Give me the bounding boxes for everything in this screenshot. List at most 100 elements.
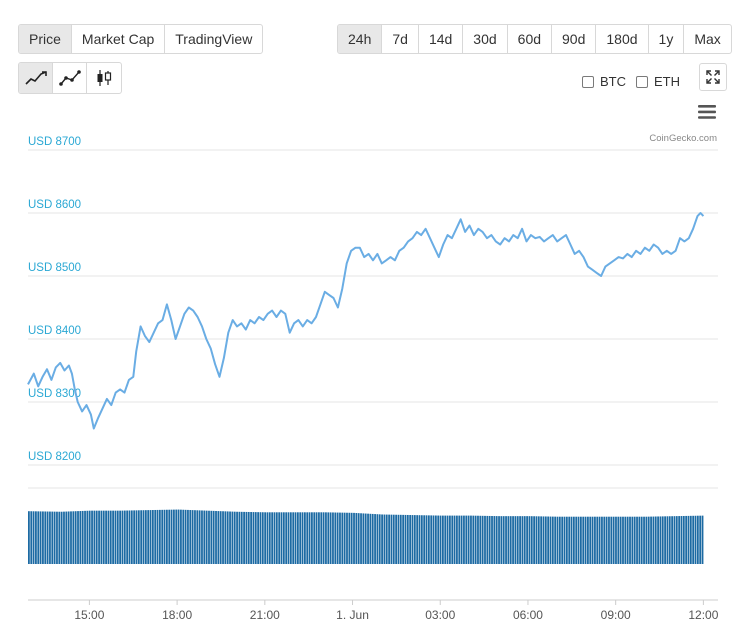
volume-bar [612, 516, 615, 564]
compare-btc-checkbox[interactable]: BTC [582, 74, 626, 89]
volume-bar [203, 510, 206, 564]
volume-bar [689, 515, 692, 564]
volume-bar [362, 513, 365, 564]
volume-bar [699, 515, 702, 564]
area-chart-button[interactable] [19, 63, 53, 93]
volume-bar [306, 512, 309, 564]
volume-bar [580, 516, 582, 564]
volume-bar [191, 510, 194, 564]
volume-bar [647, 516, 650, 564]
volume-bar [212, 510, 215, 564]
range-90d[interactable]: 90d [552, 25, 597, 53]
volume-bar [385, 514, 388, 564]
volume-bar [37, 511, 40, 564]
volume-bar [572, 516, 575, 564]
volume-bar [675, 516, 678, 564]
volume-bar [273, 512, 276, 564]
volume-bar [442, 515, 444, 564]
volume-bar [53, 511, 56, 564]
volume-bar [334, 512, 337, 564]
y-axis-labels: USD 8200 USD 8300 USD 8400 USD 8500 USD 8600… [28, 136, 81, 463]
volume-bar [102, 510, 105, 564]
volume-bar [587, 516, 589, 564]
volume-bar [261, 512, 264, 564]
volume-bar [491, 516, 493, 564]
volume-bar [275, 512, 278, 564]
volume-bar [404, 514, 407, 564]
range-max[interactable]: Max [694, 31, 721, 47]
volume-bar [444, 515, 447, 564]
volume-bar [287, 512, 290, 564]
volume-bar [158, 509, 161, 564]
volume-bar [666, 516, 669, 564]
volume-bar [357, 513, 360, 564]
volume-bar [278, 512, 281, 564]
volume-bar [453, 515, 456, 564]
volume-bar [133, 510, 136, 564]
volume-bar [189, 510, 192, 564]
volume-bar [383, 514, 386, 564]
compare-btc-label: BTC [600, 74, 626, 89]
volume-bar [680, 516, 683, 564]
volume-bar [463, 515, 465, 564]
volume-bar [671, 516, 674, 564]
volume-bar [95, 510, 98, 564]
tab-market-cap[interactable]: Market Cap [72, 25, 166, 53]
checkbox-box[interactable] [636, 75, 648, 88]
volume-bar [495, 516, 498, 564]
volume-bar [402, 514, 405, 564]
volume-bar [432, 515, 435, 564]
volume-bar [240, 511, 243, 564]
chart-menu-button[interactable] [697, 104, 717, 120]
tab-tradingview[interactable]: TradingView [175, 31, 253, 47]
volume-bar [659, 516, 662, 564]
volume-bar [51, 511, 54, 564]
volume-bar [575, 516, 578, 564]
volume-bar [540, 516, 543, 564]
range-1y[interactable]: 1y [649, 25, 685, 53]
volume-bar [231, 511, 234, 564]
volume-bar [367, 513, 369, 564]
volume-bar [549, 516, 552, 564]
candlestick-chart-button[interactable] [87, 63, 121, 93]
volume-bar [526, 516, 528, 564]
volume-bar [416, 515, 419, 564]
volume-bar [430, 515, 433, 564]
range-24h[interactable]: 24h [338, 25, 383, 53]
volume-bar [474, 515, 477, 564]
compare-eth-checkbox[interactable]: ETH [636, 74, 680, 89]
volume-bar [516, 516, 519, 564]
volume-bar [493, 516, 496, 564]
volume-bar [500, 516, 503, 564]
volume-bar [81, 510, 84, 564]
range-7d[interactable]: 7d [382, 25, 419, 53]
volume-bar [374, 514, 376, 564]
volume-bar [582, 516, 585, 564]
fullscreen-button[interactable] [699, 63, 727, 91]
range-60d[interactable]: 60d [508, 25, 553, 53]
volume-bar [259, 512, 262, 564]
x-tick-label: 12:00 [688, 608, 718, 622]
range-30d[interactable]: 30d [463, 25, 508, 53]
volume-bar [70, 511, 72, 564]
expand-icon [706, 70, 720, 84]
range-180d[interactable]: 180d [596, 25, 649, 53]
checkbox-box[interactable] [582, 75, 594, 88]
volume-bar [423, 515, 426, 564]
volume-bar [477, 515, 479, 564]
volume-bar [645, 516, 648, 564]
volume-bar [685, 515, 688, 564]
range-14d[interactable]: 14d [419, 25, 464, 53]
tab-price[interactable]: Price [19, 25, 72, 53]
volume-bar [446, 515, 449, 564]
volume-bar [584, 516, 587, 564]
line-chart-button[interactable] [53, 63, 87, 93]
volume-bar [479, 515, 482, 564]
volume-bar [170, 509, 173, 564]
volume-bar [201, 510, 203, 564]
volume-bar [215, 510, 217, 564]
volume-bar [413, 515, 416, 564]
volume-bar [376, 514, 379, 564]
volume-bar [289, 512, 292, 564]
